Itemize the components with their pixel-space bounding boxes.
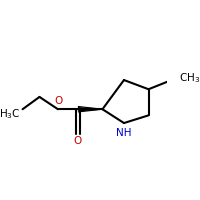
Text: O: O <box>55 96 63 106</box>
Text: O: O <box>74 136 82 146</box>
Text: NH: NH <box>116 128 132 138</box>
Text: CH$_3$: CH$_3$ <box>179 72 200 85</box>
Text: H$_3$C: H$_3$C <box>0 107 21 121</box>
